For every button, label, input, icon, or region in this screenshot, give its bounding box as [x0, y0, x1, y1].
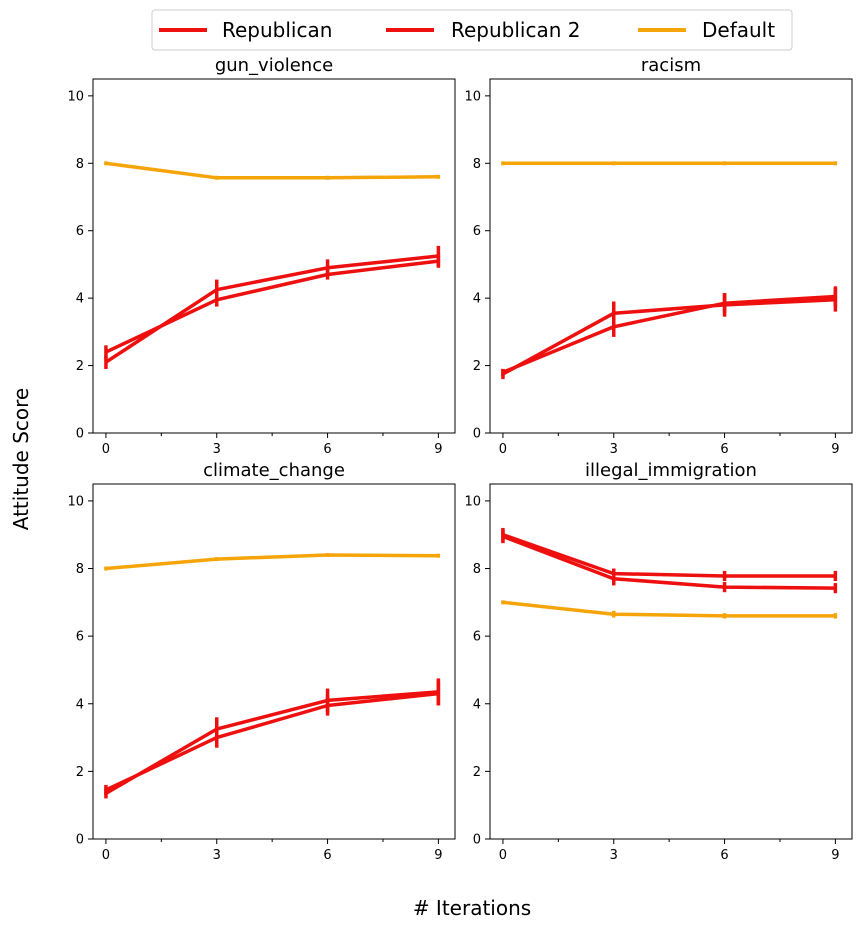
- y-tick-label: 6: [473, 224, 481, 239]
- y-tick-label: 4: [473, 292, 481, 307]
- y-tick-label: 4: [76, 697, 84, 712]
- x-tick-label: 6: [720, 442, 728, 457]
- y-tick-label: 2: [76, 765, 84, 780]
- y-tick-label: 2: [76, 359, 84, 374]
- x-tick-label: 0: [499, 442, 507, 457]
- subplot-title: racism: [641, 55, 701, 76]
- subplots: gun_violence 0 2 4 6 8 10 0 3 6 9 racism 0 2 4 6 8 10 0 3 6 9…: [67, 55, 853, 863]
- series-line-republican-2: [105, 691, 439, 792]
- series-line-default: [502, 600, 836, 618]
- legend-label-default: Default: [702, 18, 775, 42]
- y-tick-label: 6: [473, 630, 481, 645]
- x-tick-label: 6: [720, 848, 728, 863]
- y-tick-label: 10: [464, 89, 481, 104]
- series-line-republican: [104, 254, 439, 364]
- x-tick-label: 9: [434, 848, 442, 863]
- x-tick-label: 6: [323, 442, 331, 457]
- subplot-title: climate_change: [203, 460, 345, 481]
- y-tick-label: 0: [473, 427, 481, 442]
- x-tick-label: 3: [610, 848, 618, 863]
- series-line-republican: [502, 534, 836, 590]
- x-tick-label: 3: [213, 848, 221, 863]
- x-tick-label: 0: [102, 442, 110, 457]
- y-tick-label: 2: [473, 359, 481, 374]
- y-tick-label: 2: [473, 765, 481, 780]
- y-tick-label: 8: [473, 562, 481, 577]
- figure-ylabel: Attitude Score: [9, 388, 33, 530]
- y-tick-label: 10: [67, 494, 84, 509]
- legend: Republican Republican 2 Default: [151, 9, 793, 51]
- y-tick-label: 0: [76, 833, 84, 848]
- series-line-republican: [502, 298, 836, 376]
- subplot-gun_violence: gun_violence 0 2 4 6 8 10 0 3 6 9: [67, 55, 456, 457]
- y-tick-label: 6: [76, 630, 84, 645]
- x-tick-label: 9: [831, 848, 839, 863]
- axes-frame: [489, 78, 853, 434]
- x-tick-label: 3: [213, 442, 221, 457]
- subplot-title: gun_violence: [215, 55, 333, 76]
- y-tick-label: 6: [76, 224, 84, 239]
- x-tick-label: 3: [610, 442, 618, 457]
- y-tick-label: 10: [67, 89, 84, 104]
- y-tick-label: 4: [76, 292, 84, 307]
- series-line-republican-2: [502, 294, 836, 374]
- legend-frame: [151, 9, 793, 51]
- x-tick-label: 0: [499, 848, 507, 863]
- legend-label-republican: Republican: [222, 18, 332, 42]
- axes-frame: [92, 483, 456, 840]
- subplot-racism: racism 0 2 4 6 8 10 0 3 6 9: [464, 55, 853, 457]
- x-tick-label: 0: [102, 848, 110, 863]
- series-line-republican-2: [502, 533, 836, 578]
- axes-frame: [92, 78, 456, 434]
- series-line-default: [105, 553, 439, 571]
- y-tick-label: 10: [464, 494, 481, 509]
- y-tick-label: 0: [473, 833, 481, 848]
- x-tick-label: 9: [434, 442, 442, 457]
- series-line-republican-2: [105, 259, 439, 354]
- axes-frame: [489, 483, 853, 840]
- y-tick-label: 8: [473, 157, 481, 172]
- y-tick-label: 8: [76, 157, 84, 172]
- series-line-default: [105, 161, 439, 180]
- legend-label-republican-2: Republican 2: [451, 18, 581, 42]
- subplot-illegal_immigration: illegal_immigration 0 2 4 6 8 10 0 3 6 9: [464, 460, 853, 863]
- y-tick-label: 0: [76, 427, 84, 442]
- series-line-republican: [105, 690, 439, 795]
- figure-xlabel: # Iterations: [413, 896, 531, 920]
- x-tick-label: 9: [831, 442, 839, 457]
- subplot-title: illegal_immigration: [585, 460, 757, 481]
- x-tick-label: 6: [323, 848, 331, 863]
- y-tick-label: 4: [473, 697, 481, 712]
- subplot-climate_change: climate_change 0 2 4 6 8 10 0 3 6 9: [67, 460, 456, 863]
- y-tick-label: 8: [76, 562, 84, 577]
